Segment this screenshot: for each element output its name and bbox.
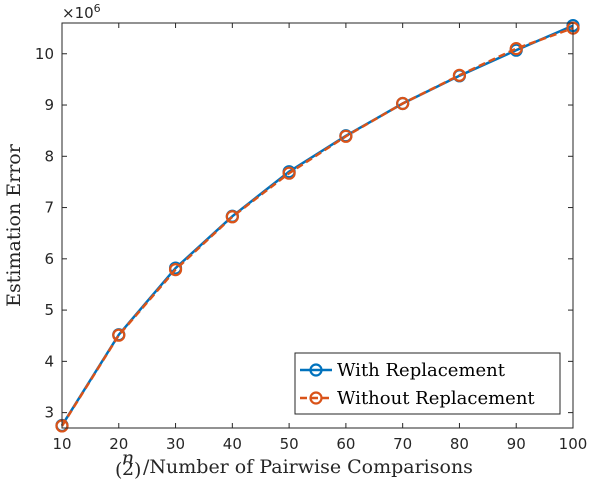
y-tick-label: 7 xyxy=(44,199,54,217)
binom-top: n xyxy=(122,447,134,469)
series-2-point xyxy=(452,68,467,82)
x-axis-title: /Number of Pairwise Comparisons xyxy=(143,456,473,478)
y-tick-label: 4 xyxy=(44,352,54,370)
series-2-point xyxy=(282,166,296,180)
series-2-point xyxy=(112,328,126,342)
legend-box xyxy=(294,352,561,415)
y-tick-label: 10 xyxy=(35,45,54,63)
ticks-layer: 10 20 30 40 50 60 70 80 90 100 3 4 5 6 7 8 9 10 xyxy=(35,23,587,453)
x-tick-label: 90 xyxy=(507,435,526,453)
x-tick-label: 40 xyxy=(223,435,242,453)
plot-frame xyxy=(61,22,574,429)
x-tick-label: 70 xyxy=(393,435,412,453)
x-tick-label: 20 xyxy=(109,435,128,453)
series-line-2 xyxy=(60,26,574,427)
legend-items: With Replacement Without Replacement xyxy=(300,360,535,409)
y-exponent-label: ×106 xyxy=(62,2,101,22)
x-tick-label: 50 xyxy=(280,435,299,453)
x-tick-label: 60 xyxy=(336,435,355,453)
y-exponent-power: 6 xyxy=(94,2,101,15)
y-exponent-base: ×10 xyxy=(62,4,94,22)
x-tick-label: 30 xyxy=(166,435,185,453)
y-tick-label: 5 xyxy=(44,301,54,319)
legend-label-2: Without Replacement xyxy=(337,388,535,409)
legend-marker-1 xyxy=(309,363,323,377)
x-tick-label: 10 xyxy=(52,435,71,453)
binom-right-paren: ) xyxy=(134,459,141,481)
legend-marker-2 xyxy=(309,391,323,405)
y-axis-title: Estimation Error xyxy=(3,143,25,307)
series-2-point xyxy=(509,42,523,56)
y-tick-label: 3 xyxy=(44,404,54,422)
y-tick-label: 8 xyxy=(44,147,54,165)
series-2-point xyxy=(225,210,239,224)
series-2-point xyxy=(339,129,353,143)
legend-label-1: With Replacement xyxy=(337,360,506,381)
y-tick-label: 6 xyxy=(44,250,54,268)
series-2-point xyxy=(396,96,410,111)
y-tick-label: 9 xyxy=(44,96,54,114)
x-tick-label: 100 xyxy=(559,435,588,453)
series-layer xyxy=(55,18,580,433)
binom-bottom: 2 xyxy=(122,458,134,480)
legend: With Replacement Without Replacement xyxy=(294,352,561,415)
x-axis-title-group: ( n 2 ) /Number of Pairwise Comparisons xyxy=(115,447,473,481)
x-tick-label: 80 xyxy=(450,435,469,453)
binom-left-paren: ( xyxy=(115,459,122,481)
series-2-point xyxy=(168,262,183,277)
